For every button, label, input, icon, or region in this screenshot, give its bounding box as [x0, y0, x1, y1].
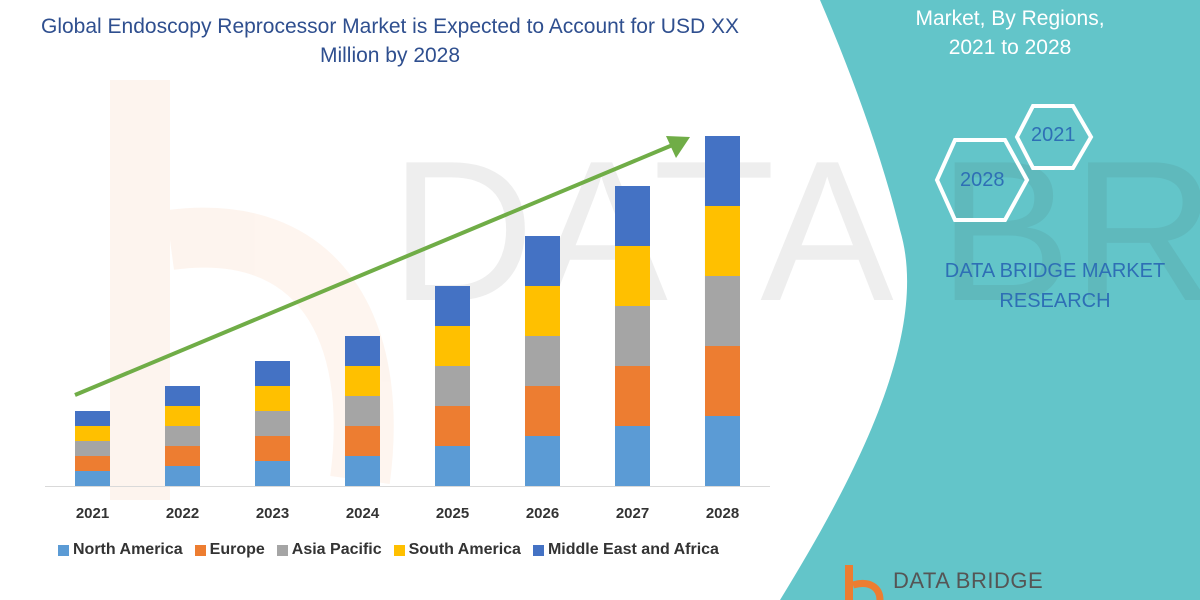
brand-text: DATA BRIDGE MARKET RESEARCH: [915, 256, 1195, 316]
legend-item: Europe: [194, 541, 265, 559]
bar-segment-south-america-2024: [345, 366, 380, 396]
bar-segment-north-america-2022: [165, 466, 200, 486]
bar-segment-north-america-2028: [705, 416, 740, 486]
brand-line: RESEARCH: [999, 290, 1111, 312]
bar-segment-europe-2023: [255, 436, 290, 461]
legend-item: Middle East and Africa: [532, 541, 719, 559]
x-tick-label: 2024: [346, 505, 380, 522]
teal-side-panel: [780, 0, 1200, 600]
bar-segment-south-america-2027: [615, 246, 650, 306]
x-tick-label: 2025: [436, 505, 469, 522]
bar-segment-north-america-2021: [75, 471, 110, 486]
hexagon-2028: [934, 138, 1030, 222]
bar-segment-south-america-2022: [165, 406, 200, 426]
bar-segment-north-america-2023: [255, 461, 290, 486]
hexagon-2021: [1014, 104, 1094, 170]
bar-segment-middle-east-and-africa-2021: [75, 411, 110, 426]
bar-segment-asia-pacific-2025: [435, 366, 470, 406]
hex-label-2021: 2021: [1031, 124, 1076, 146]
bar-segment-europe-2021: [75, 456, 110, 471]
bar-segment-middle-east-and-africa-2027: [615, 186, 650, 246]
bar-segment-north-america-2024: [345, 456, 380, 486]
bar-segment-middle-east-and-africa-2022: [165, 386, 200, 406]
bar-segment-south-america-2025: [435, 326, 470, 366]
legend-label: North America: [73, 541, 183, 558]
legend-item: North America: [58, 541, 183, 559]
bar-segment-europe-2024: [345, 426, 380, 456]
trend-arrow-line: [74, 142, 676, 397]
bar-segment-south-america-2028: [705, 206, 740, 276]
bar-segment-middle-east-and-africa-2024: [345, 336, 380, 366]
side-title-line: Market, By Regions,: [915, 7, 1105, 30]
bar-segment-asia-pacific-2021: [75, 441, 110, 456]
legend-label: Middle East and Africa: [547, 541, 719, 558]
bar-segment-middle-east-and-africa-2025: [435, 286, 470, 326]
bar-segment-asia-pacific-2022: [165, 426, 200, 446]
bar-segment-middle-east-and-africa-2026: [525, 236, 560, 286]
bar-segment-europe-2022: [165, 446, 200, 466]
logo-text: DATA BRIDGE: [893, 568, 1044, 593]
side-title-line: 2021 to 2028: [948, 36, 1072, 59]
bar-segment-europe-2026: [525, 386, 560, 436]
bar-segment-north-america-2026: [525, 436, 560, 486]
bar-segment-south-america-2026: [525, 286, 560, 336]
bar-segment-north-america-2025: [435, 446, 470, 486]
x-tick-label: 2026: [526, 505, 559, 522]
bar-segment-middle-east-and-africa-2028: [705, 136, 740, 206]
x-tick-label: 2028: [706, 505, 739, 522]
legend-swatch: [393, 544, 405, 556]
logo-b-icon: [845, 565, 884, 600]
bar-segment-asia-pacific-2028: [705, 276, 740, 346]
legend-label: Europe: [209, 541, 265, 558]
x-tick-label: 2022: [166, 505, 199, 522]
x-tick-label: 2021: [76, 505, 109, 522]
bar-segment-europe-2027: [615, 366, 650, 426]
bar-segment-asia-pacific-2027: [615, 306, 650, 366]
bar-segment-europe-2025: [435, 406, 470, 446]
x-tick-label: 2023: [256, 505, 289, 522]
chart-title: Global Endoscopy Reprocessor Market is E…: [41, 15, 739, 67]
legend-item: South America: [393, 541, 521, 559]
bar-segment-middle-east-and-africa-2023: [255, 361, 290, 386]
bar-segment-south-america-2023: [255, 386, 290, 411]
bar-segment-north-america-2027: [615, 426, 650, 486]
legend-swatch: [194, 544, 206, 556]
bar-segment-asia-pacific-2024: [345, 396, 380, 426]
x-tick-label: 2027: [616, 505, 649, 522]
hex-label-2028: 2028: [960, 169, 1005, 191]
bar-segment-asia-pacific-2026: [525, 336, 560, 386]
trend-arrow-head-icon: [666, 136, 690, 158]
bar-segment-asia-pacific-2023: [255, 411, 290, 436]
legend-label: Asia Pacific: [291, 541, 382, 558]
bar-segment-europe-2028: [705, 346, 740, 416]
bar-segment-south-america-2021: [75, 426, 110, 441]
legend-swatch: [276, 544, 288, 556]
side-title: Market, By Regions, 2021 to 2028: [880, 4, 1140, 62]
legend-swatch: [58, 544, 69, 556]
brand-line: DATA BRIDGE MARKET: [944, 260, 1166, 282]
legend-item: Asia Pacific: [276, 541, 382, 559]
legend: North America Europe Asia Pacific South …: [58, 541, 719, 559]
legend-label: South America: [408, 541, 521, 558]
legend-swatch: [532, 544, 544, 556]
